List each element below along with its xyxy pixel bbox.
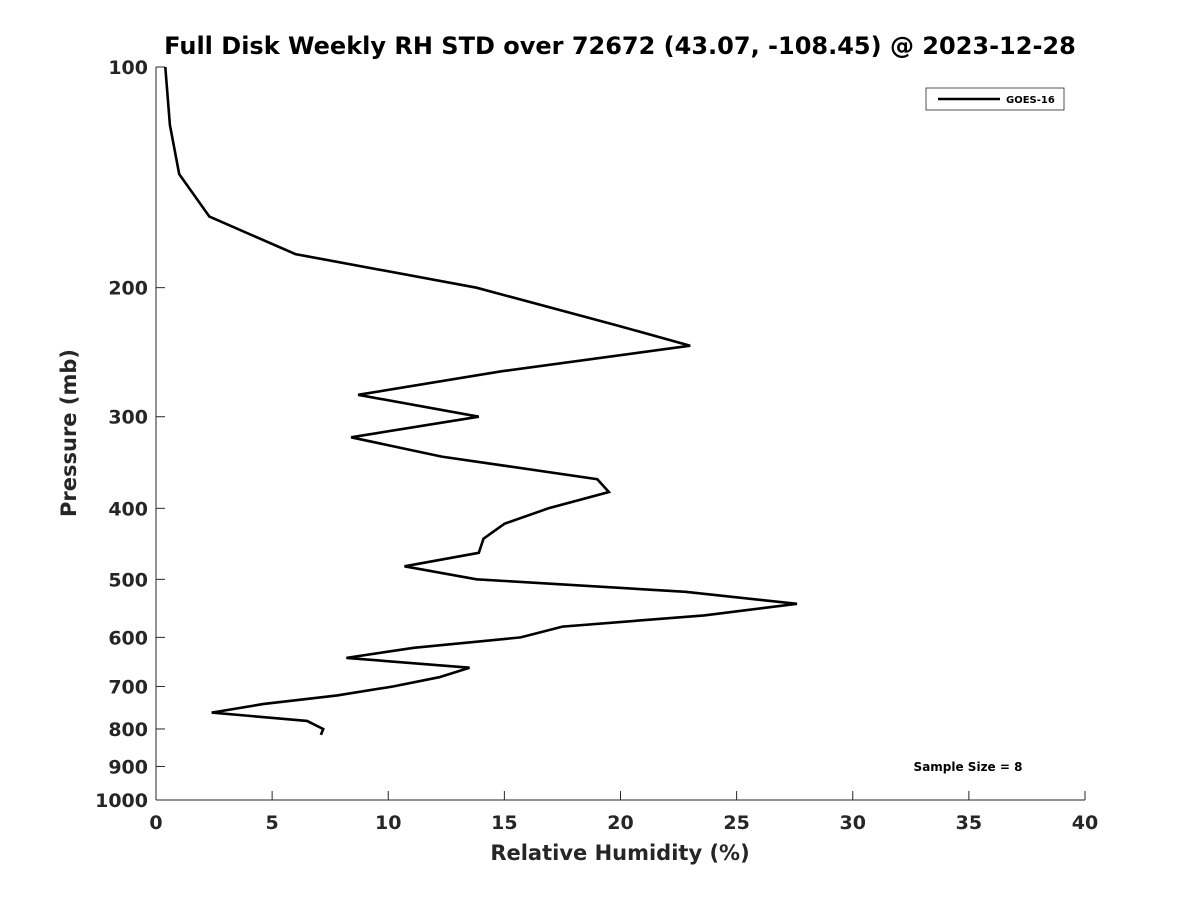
x-axis-ticks: 0 5 10 15 20 25 30 35 40	[149, 791, 1098, 834]
y-tick-label: 300	[108, 407, 148, 429]
y-tick-label: 400	[108, 498, 148, 520]
y-axis-ticks: 100 200 300 400 500 600 700 800 900 1000	[95, 57, 165, 812]
chart-title: Full Disk Weekly RH STD over 72672 (43.0…	[164, 32, 1076, 60]
x-tick-label: 20	[607, 812, 633, 834]
y-tick-label: 100	[108, 57, 148, 79]
series-line-goes-16	[164, 66, 798, 736]
x-tick-label: 35	[956, 812, 982, 834]
x-tick-label: 5	[266, 812, 279, 834]
x-tick-label: 30	[840, 812, 866, 834]
legend: GOES-16	[925, 87, 1065, 111]
x-tick-label: 10	[375, 812, 401, 834]
data-series	[164, 66, 798, 736]
legend-entry-label: GOES-16	[1006, 95, 1055, 106]
y-axis-label: Pressure (mb)	[57, 349, 81, 517]
x-tick-label: 15	[491, 812, 517, 834]
y-tick-label: 600	[108, 627, 148, 649]
sample-size-annotation: Sample Size = 8	[914, 760, 1023, 774]
y-tick-label: 800	[108, 719, 148, 741]
x-tick-label: 25	[723, 812, 749, 834]
y-tick-label: 900	[108, 756, 148, 778]
x-axis-label: Relative Humidity (%)	[490, 841, 749, 865]
y-tick-label: 1000	[95, 790, 148, 812]
x-tick-label: 40	[1072, 812, 1098, 834]
y-tick-label: 200	[108, 278, 148, 300]
y-tick-label: 500	[108, 569, 148, 591]
x-tick-label: 0	[149, 812, 162, 834]
y-tick-label: 700	[108, 676, 148, 698]
